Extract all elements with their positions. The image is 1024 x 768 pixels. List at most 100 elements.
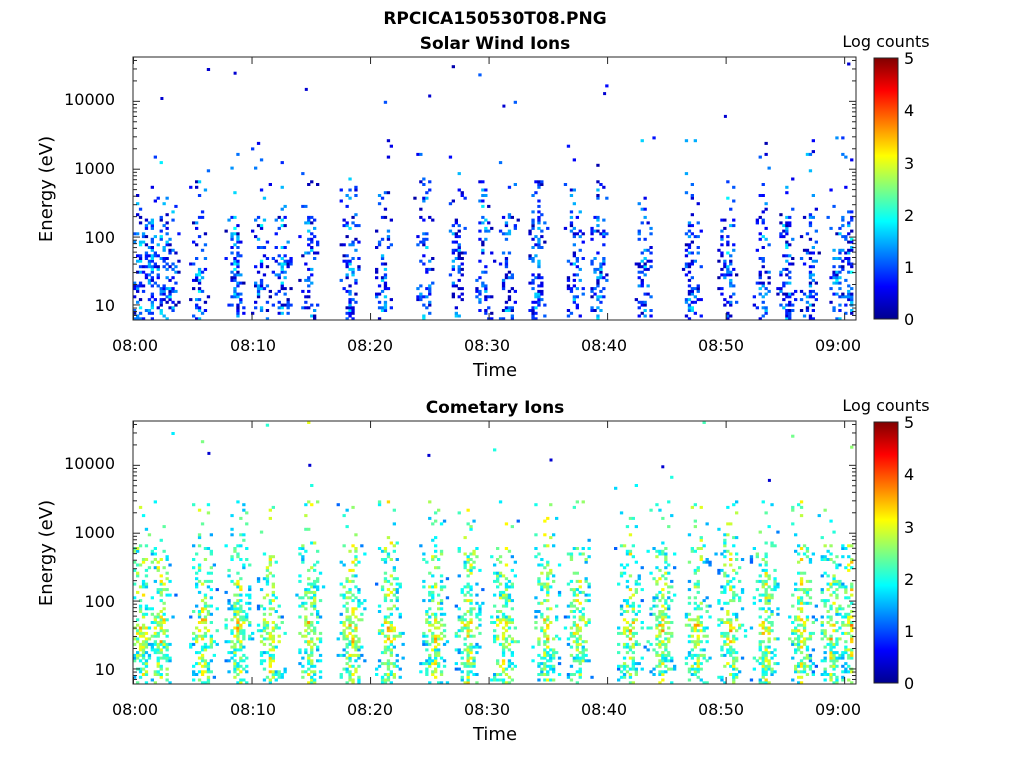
- heatmap-cell: [389, 243, 393, 247]
- heatmap-cell: [310, 604, 314, 608]
- heatmap-cell: [507, 593, 512, 597]
- heatmap-cell: [504, 645, 509, 649]
- heatmap-cell: [265, 675, 270, 679]
- heatmap-cell: [277, 289, 281, 293]
- heatmap-cell: [507, 229, 512, 233]
- heatmap-cell: [755, 552, 759, 556]
- heatmap-cell: [723, 681, 727, 685]
- heatmap-cell: [389, 298, 393, 302]
- heatmap-cell: [395, 596, 399, 600]
- heatmap-cell: [348, 615, 352, 619]
- heatmap-cell: [339, 653, 343, 657]
- heatmap-cell: [428, 662, 432, 666]
- heatmap-cell: [826, 549, 830, 553]
- heatmap-cell: [342, 648, 346, 652]
- heatmap-cell: [720, 235, 724, 239]
- heatmap-cell: [732, 599, 736, 603]
- heatmap-cell: [841, 585, 845, 589]
- heatmap-cell: [419, 180, 423, 184]
- heatmap-cell: [540, 246, 544, 249]
- heatmap-cell: [162, 566, 166, 570]
- heatmap-cell: [313, 251, 317, 255]
- heatmap-cell: [310, 681, 314, 685]
- heatmap-cell: [242, 621, 246, 624]
- heatmap-cell: [256, 295, 261, 299]
- heatmap-cell: [392, 662, 396, 666]
- heatmap-cell: [767, 243, 771, 247]
- heatmap-cell: [791, 292, 795, 296]
- heatmap-cell: [307, 588, 311, 592]
- heatmap-cell: [808, 317, 813, 321]
- heatmap-cell: [239, 558, 243, 561]
- heatmap-cell: [729, 303, 733, 307]
- heatmap-cell: [153, 547, 157, 550]
- heatmap-cell: [802, 662, 807, 666]
- heatmap-cell: [451, 65, 455, 69]
- heatmap-cell: [498, 596, 503, 600]
- heatmap-cell: [301, 560, 305, 564]
- heatmap-cell: [498, 229, 503, 233]
- heatmap-cell: [687, 678, 692, 682]
- heatmap-cell: [262, 651, 267, 655]
- heatmap-cell: [351, 640, 355, 644]
- heatmap-cell: [230, 514, 234, 518]
- x-tick-label: 08:20: [347, 336, 393, 355]
- heatmap-cell: [655, 604, 659, 608]
- heatmap-cell: [454, 634, 458, 638]
- heatmap-cell: [652, 547, 656, 550]
- heatmap-cell: [537, 610, 541, 613]
- heatmap-cell: [690, 183, 694, 186]
- heatmap-cell: [457, 270, 461, 274]
- heatmap-cell: [850, 629, 854, 633]
- heatmap-cell: [832, 629, 836, 633]
- heatmap-cell: [354, 281, 358, 285]
- heatmap-cell: [847, 224, 851, 228]
- heatmap-cell: [596, 163, 600, 167]
- heatmap-cell: [690, 306, 694, 310]
- heatmap-cell: [596, 188, 600, 192]
- heatmap-cell: [189, 298, 193, 302]
- heatmap-cell: [755, 221, 759, 225]
- heatmap-cell: [684, 300, 689, 304]
- heatmap-cell: [490, 295, 494, 299]
- heatmap-cell: [802, 670, 807, 674]
- heatmap-cell: [581, 612, 585, 616]
- heatmap-cell: [599, 183, 603, 186]
- heatmap-cell: [136, 590, 140, 594]
- heatmap-cell: [466, 626, 470, 630]
- heatmap-cell: [277, 226, 281, 230]
- heatmap-cell: [540, 289, 544, 293]
- heatmap-cell: [431, 599, 435, 603]
- heatmap-cell: [634, 560, 638, 564]
- heatmap-cell: [230, 276, 234, 280]
- heatmap-cell: [740, 623, 745, 627]
- heatmap-cell: [764, 511, 768, 515]
- heatmap-cell: [431, 662, 435, 666]
- heatmap-cell: [643, 265, 647, 269]
- y-tick-label: 10: [95, 296, 115, 315]
- heatmap-cell: [156, 645, 160, 649]
- heatmap-cell: [200, 637, 205, 641]
- heatmap-cell: [434, 648, 438, 652]
- axes-box-cometary: [132, 420, 857, 685]
- heatmap-cell: [667, 659, 671, 663]
- heatmap-cell: [835, 317, 839, 321]
- heatmap-cell: [690, 309, 694, 312]
- heatmap-cell: [735, 667, 739, 671]
- heatmap-cell: [661, 465, 665, 469]
- heatmap-cell: [301, 306, 305, 310]
- heatmap-cell: [726, 549, 730, 553]
- heatmap-cell: [233, 289, 237, 293]
- heatmap-cell: [811, 621, 815, 624]
- heatmap-cell: [168, 289, 172, 293]
- heatmap-cell: [546, 659, 550, 663]
- heatmap-cell: [850, 248, 854, 252]
- heatmap-cell: [546, 563, 550, 567]
- heatmap-cell: [466, 610, 470, 613]
- heatmap-cell: [687, 262, 692, 266]
- heatmap-cell: [572, 235, 576, 239]
- heatmap-cell: [776, 530, 780, 534]
- heatmap-cell: [767, 681, 771, 685]
- heatmap-cell: [289, 257, 293, 260]
- heatmap-cell: [336, 637, 340, 641]
